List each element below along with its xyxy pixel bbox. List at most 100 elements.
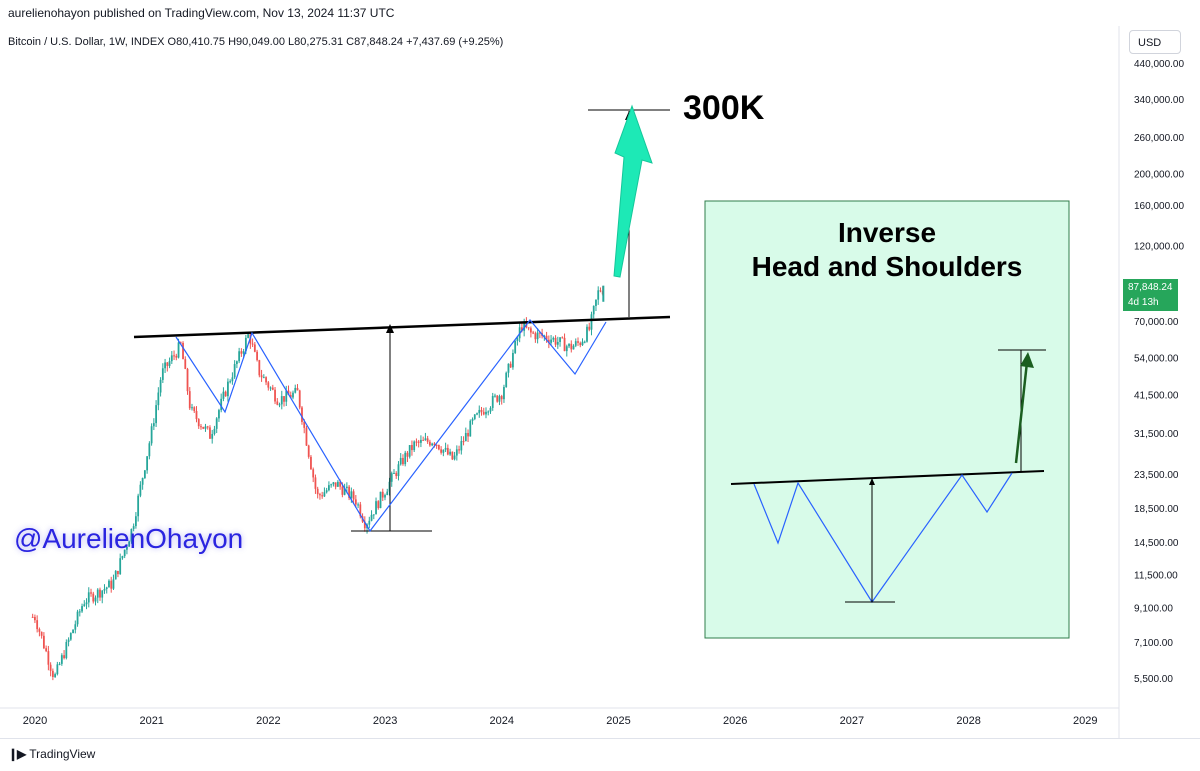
candle-body — [211, 433, 214, 439]
candle-body — [200, 426, 202, 428]
candle-body — [464, 432, 467, 442]
candle-body — [534, 333, 537, 340]
inset-height-arrowhead — [869, 478, 875, 485]
candle-body — [509, 363, 512, 368]
candle-body — [128, 541, 131, 547]
candle-body — [336, 481, 339, 487]
target-arrow — [613, 104, 653, 278]
candle-body — [303, 421, 306, 428]
candle-body — [132, 526, 135, 529]
candle-body — [363, 521, 366, 529]
candle-body — [227, 381, 229, 397]
candle-body — [321, 495, 324, 497]
candle-body — [491, 396, 494, 408]
candle-body — [215, 418, 218, 429]
price-tick-label: 7,100.00 — [1134, 638, 1173, 649]
candle-body — [572, 345, 575, 350]
candle-body — [170, 355, 173, 362]
candle-body — [229, 381, 232, 383]
candle-body — [415, 441, 418, 443]
time-tick-label: 2028 — [956, 715, 980, 727]
candle-body — [440, 449, 443, 453]
candle-body — [168, 361, 171, 366]
currency-button[interactable]: USD — [1129, 30, 1181, 54]
candle-body — [579, 342, 582, 346]
price-tick-label: 70,000.00 — [1134, 317, 1179, 328]
candle-body — [287, 390, 290, 396]
candle-body — [455, 449, 458, 456]
candle-body — [231, 377, 234, 382]
candle-body — [595, 299, 597, 306]
candle-body — [262, 377, 265, 379]
candle-body — [220, 398, 223, 411]
candle-body — [350, 491, 353, 498]
candle-body — [101, 590, 104, 598]
candle-body — [92, 593, 95, 602]
candle-body — [247, 334, 250, 338]
candle-body — [406, 452, 409, 457]
candle-body — [233, 364, 236, 378]
candle-body — [343, 488, 346, 495]
candle-body — [538, 332, 541, 334]
candle-body — [388, 481, 391, 492]
candle-body — [253, 344, 256, 352]
candle-body — [446, 447, 449, 455]
candle-body — [269, 387, 272, 389]
candle-body — [159, 379, 162, 393]
candle-body — [590, 314, 593, 330]
candle-body — [161, 368, 164, 380]
candle-body — [298, 390, 301, 408]
candle-body — [58, 663, 61, 665]
candle-body — [47, 651, 50, 665]
candle-body — [467, 432, 469, 437]
candle-body — [514, 340, 517, 353]
candle-body — [485, 411, 487, 415]
time-tick-label: 2024 — [490, 715, 514, 727]
candle-body — [507, 363, 510, 373]
candle-body — [442, 449, 445, 453]
candle-body — [552, 337, 555, 340]
candle-body — [319, 494, 321, 496]
bar-countdown: 4d 13h — [1128, 297, 1159, 308]
candle-body — [108, 580, 110, 588]
tradingview-icon: ❙▶ — [8, 747, 26, 761]
candle-body — [426, 438, 429, 442]
candle-body — [444, 447, 447, 450]
candle-body — [341, 486, 344, 495]
time-tick-label: 2021 — [139, 715, 163, 727]
candle-body — [238, 351, 241, 362]
candle-body — [314, 477, 317, 489]
price-tick-label: 54,000.00 — [1134, 353, 1179, 364]
candle-body — [193, 407, 196, 412]
candle-body — [386, 491, 389, 496]
candle-body — [460, 441, 463, 451]
candle-body — [182, 342, 184, 360]
price-tick-label: 260,000.00 — [1134, 133, 1184, 144]
candle-body — [280, 396, 283, 405]
candle-body — [276, 401, 279, 405]
inset-title-line1: Inverse — [837, 217, 937, 248]
candle-body — [597, 290, 600, 300]
publisher-line: aurelienohayon published on TradingView.… — [8, 6, 395, 20]
candle-body — [83, 604, 86, 607]
candle-body — [588, 326, 591, 330]
candle-body — [375, 501, 377, 515]
candle-body — [357, 504, 359, 506]
candle-body — [148, 443, 151, 457]
candle-body — [222, 391, 225, 399]
candle-body — [90, 592, 92, 594]
candle-body — [99, 589, 101, 598]
price-tick-label: 160,000.00 — [1134, 201, 1184, 212]
candle-body — [494, 395, 496, 397]
tradingview-logo[interactable]: ❙▶ TradingView — [8, 747, 95, 761]
inset-arrow — [1014, 361, 1029, 464]
candle-body — [69, 633, 72, 640]
candle-body — [500, 396, 503, 400]
candle-body — [121, 556, 124, 559]
candle-body — [536, 332, 539, 340]
time-axis-ticks: 2020 2021 2022 2023 2024 2025 2026 2027 2028 2029 — [23, 715, 1098, 727]
candle-body — [289, 395, 292, 398]
candle-body — [471, 418, 474, 421]
candle-body — [489, 407, 492, 412]
candle-body — [437, 444, 440, 450]
